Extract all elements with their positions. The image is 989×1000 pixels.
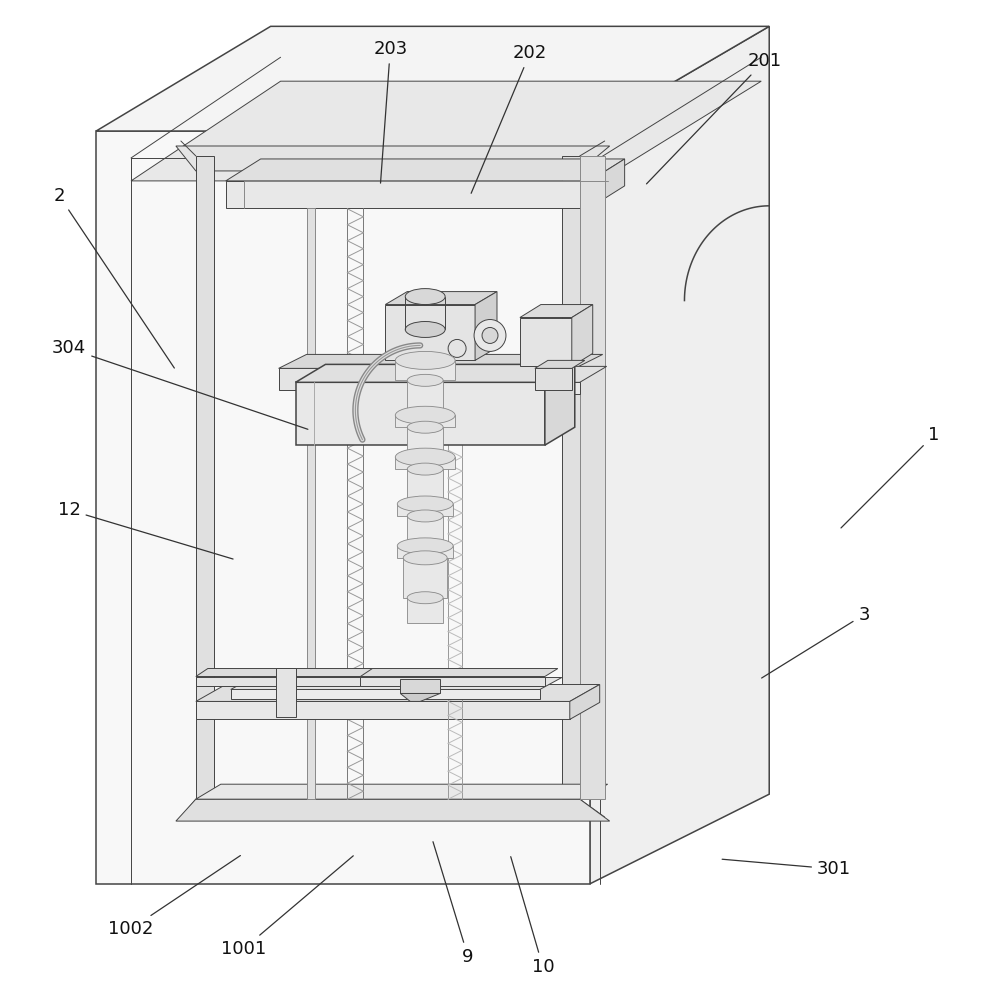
Ellipse shape	[396, 351, 455, 369]
Ellipse shape	[407, 421, 443, 433]
Polygon shape	[176, 799, 609, 821]
Polygon shape	[396, 360, 455, 380]
Polygon shape	[396, 415, 455, 427]
Polygon shape	[386, 305, 475, 360]
Polygon shape	[520, 318, 572, 366]
Text: 203: 203	[373, 40, 407, 183]
Ellipse shape	[396, 448, 455, 466]
Polygon shape	[407, 380, 443, 415]
Text: 1001: 1001	[222, 856, 353, 958]
Polygon shape	[404, 558, 447, 598]
Polygon shape	[196, 669, 372, 677]
Polygon shape	[279, 368, 575, 390]
Polygon shape	[276, 668, 296, 717]
Polygon shape	[225, 181, 589, 208]
Polygon shape	[196, 156, 214, 799]
Ellipse shape	[407, 592, 443, 604]
Polygon shape	[345, 366, 606, 382]
Text: 9: 9	[433, 842, 474, 966]
Polygon shape	[407, 427, 443, 457]
Polygon shape	[96, 26, 769, 131]
Text: 12: 12	[57, 501, 233, 559]
Polygon shape	[176, 146, 609, 171]
Circle shape	[474, 320, 506, 351]
Polygon shape	[398, 504, 453, 516]
Polygon shape	[279, 354, 602, 368]
Polygon shape	[345, 382, 580, 394]
Polygon shape	[475, 292, 497, 360]
Polygon shape	[225, 159, 625, 181]
Polygon shape	[535, 368, 572, 390]
Polygon shape	[545, 364, 575, 445]
Polygon shape	[340, 677, 545, 686]
Text: 202: 202	[471, 44, 547, 193]
Polygon shape	[589, 159, 625, 208]
Polygon shape	[131, 81, 762, 181]
Polygon shape	[230, 678, 562, 689]
Text: 304: 304	[52, 339, 308, 429]
Polygon shape	[340, 669, 558, 677]
Polygon shape	[96, 131, 589, 884]
Polygon shape	[562, 156, 580, 799]
Ellipse shape	[407, 510, 443, 522]
Polygon shape	[407, 598, 443, 623]
Ellipse shape	[398, 496, 453, 512]
Polygon shape	[398, 546, 453, 558]
Polygon shape	[307, 208, 315, 799]
Ellipse shape	[398, 538, 453, 554]
Polygon shape	[535, 360, 584, 368]
Text: 1002: 1002	[109, 856, 240, 938]
Polygon shape	[407, 516, 443, 546]
Polygon shape	[572, 305, 592, 366]
Polygon shape	[386, 292, 497, 305]
Polygon shape	[407, 469, 443, 504]
Polygon shape	[396, 457, 455, 469]
Polygon shape	[589, 26, 769, 884]
Ellipse shape	[407, 374, 443, 386]
Ellipse shape	[405, 322, 445, 337]
Ellipse shape	[404, 551, 447, 565]
Polygon shape	[296, 382, 545, 445]
Polygon shape	[196, 677, 360, 686]
Ellipse shape	[396, 406, 455, 424]
Text: 301: 301	[722, 859, 852, 878]
Polygon shape	[230, 689, 540, 699]
Text: 3: 3	[762, 606, 869, 678]
Text: 201: 201	[647, 52, 781, 184]
Text: 10: 10	[510, 857, 554, 976]
Polygon shape	[196, 784, 607, 799]
Polygon shape	[401, 679, 440, 693]
Circle shape	[482, 327, 498, 343]
Polygon shape	[580, 156, 604, 799]
Polygon shape	[520, 305, 592, 318]
Polygon shape	[296, 364, 575, 382]
Ellipse shape	[405, 289, 445, 305]
Text: 1: 1	[841, 426, 940, 528]
Polygon shape	[196, 684, 599, 701]
Circle shape	[448, 339, 466, 357]
Polygon shape	[196, 701, 570, 719]
Polygon shape	[570, 684, 599, 719]
Ellipse shape	[407, 463, 443, 475]
Text: 2: 2	[53, 187, 174, 368]
Polygon shape	[401, 693, 440, 701]
